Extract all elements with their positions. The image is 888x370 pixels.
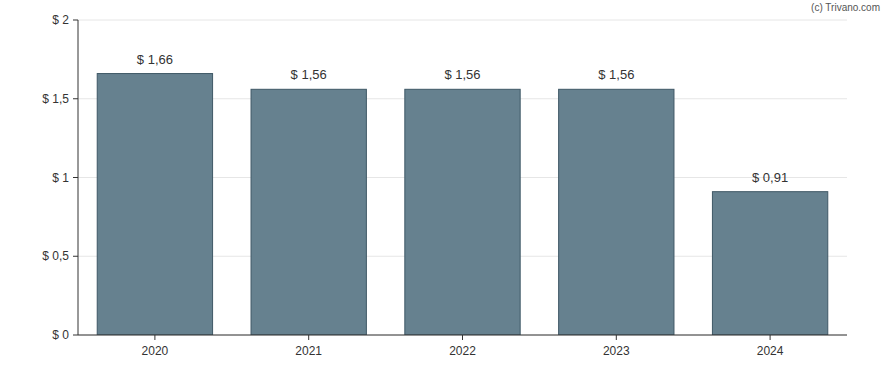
data-label: $ 0,91	[752, 170, 788, 185]
y-tick	[73, 335, 78, 336]
x-tick	[770, 335, 771, 340]
data-label: $ 1,56	[598, 67, 634, 82]
annotation: (c) Trivano.com	[811, 2, 880, 13]
x-tick	[308, 335, 309, 340]
bar	[97, 74, 212, 335]
chart-container: $ 0 $ 0,5 $ 1 $ 1,5 $ 2 $ 1,66 $ 1,56 $ 1,56 $ 1…	[0, 0, 888, 370]
x-tick-label: 2024	[757, 344, 784, 358]
x-tick	[462, 335, 463, 340]
data-label: $ 1,56	[444, 67, 480, 82]
x-tick-label: 2020	[142, 344, 169, 358]
x-tick-label: 2021	[295, 344, 322, 358]
y-tick-label: $ 1	[52, 171, 69, 185]
y-tick-label: $ 1,5	[42, 92, 69, 106]
y-tick	[73, 256, 78, 257]
y-tick-label: $ 2	[52, 13, 69, 27]
bar	[712, 192, 827, 335]
data-label: $ 1,66	[137, 52, 173, 67]
bar	[251, 89, 366, 335]
y-tick-label: $ 0,5	[42, 249, 69, 263]
data-label: $ 1,56	[291, 67, 327, 82]
x-tick-label: 2022	[449, 344, 476, 358]
x-tick	[154, 335, 155, 340]
y-tick	[73, 98, 78, 99]
bar	[559, 89, 674, 335]
y-tick	[73, 177, 78, 178]
y-tick	[73, 20, 78, 21]
bar	[405, 89, 520, 335]
bars	[97, 74, 828, 335]
y-axis-line	[78, 20, 79, 335]
chart-svg: $ 0 $ 0,5 $ 1 $ 1,5 $ 2 $ 1,66 $ 1,56 $ 1,56 $ 1…	[0, 0, 888, 370]
x-tick-label: 2023	[603, 344, 630, 358]
grid-line	[78, 20, 847, 21]
y-tick-label: $ 0	[52, 328, 69, 342]
x-tick	[616, 335, 617, 340]
